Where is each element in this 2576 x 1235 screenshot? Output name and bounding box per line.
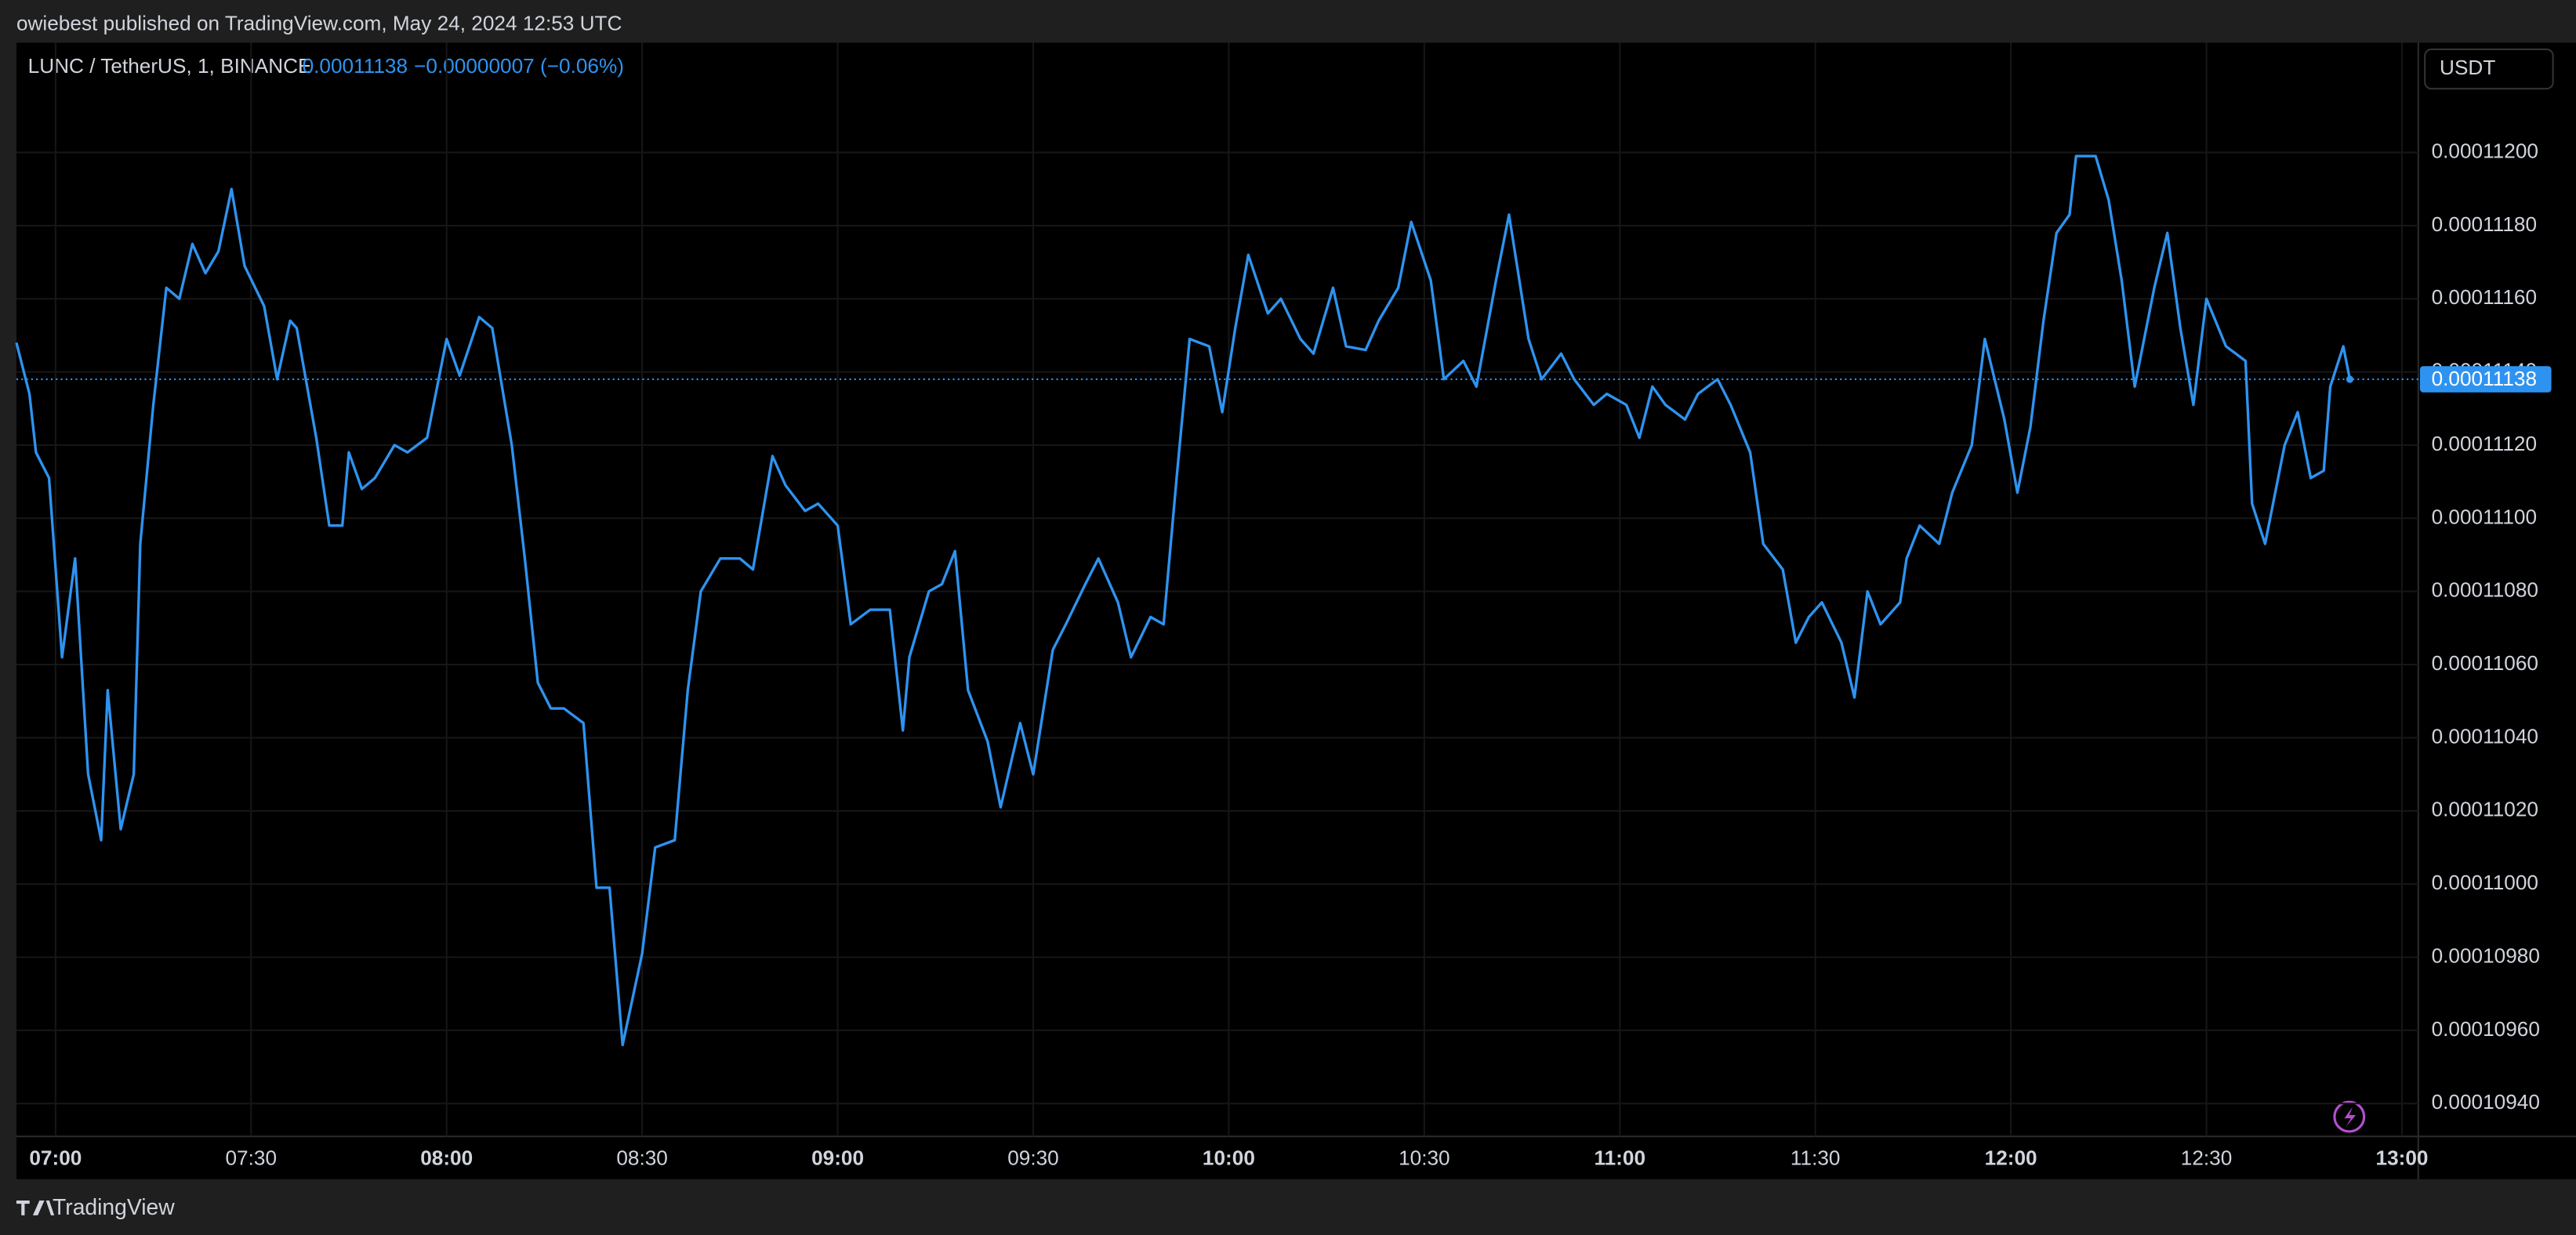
y-tick-label: 0.00011060	[2432, 651, 2538, 675]
x-tick-label: 12:30	[2181, 1146, 2233, 1169]
y-tick-label: 0.00010960	[2432, 1017, 2540, 1041]
publisher: owiebest published on TradingView.com, M…	[16, 11, 622, 34]
currency-button[interactable]	[2424, 48, 2554, 90]
symbol: LUNC / TetherUS, 1, BINANCE	[28, 54, 312, 78]
x-tick-label: 11:00	[1595, 1146, 1646, 1169]
chart-area	[16, 42, 2576, 1179]
x-tick-label: 07:00	[29, 1146, 82, 1169]
x-tick-label: 07:30	[225, 1146, 277, 1169]
logo	[16, 1200, 55, 1215]
price-line	[15, 154, 2352, 1047]
y-tick-label: 0.00011040	[2432, 724, 2538, 748]
currency[interactable]: USDT	[2440, 56, 2495, 79]
x-tick-label: 09:30	[1007, 1146, 1059, 1169]
x-tick-label: 08:30	[616, 1146, 668, 1169]
plot: 0.00010940 0.00010960 0.00010980 0.00011000…	[15, 42, 2552, 1169]
y-tick-label: 0.00011000	[2432, 871, 2538, 894]
price-label-box	[2419, 366, 2552, 393]
brand: TradingView	[53, 1194, 175, 1219]
y-tick-label: 0.00011120	[2432, 432, 2537, 455]
y-tick-label: 0.00011020	[2432, 798, 2538, 821]
y-tick-label: 0.00010940	[2432, 1090, 2540, 1114]
y-tick-label: 0.00011080	[2432, 578, 2538, 602]
y-tick-label: 0.00011200	[2432, 139, 2538, 162]
y-tick-label: 0.00011100	[2432, 505, 2537, 528]
x-tick-label: 10:30	[1399, 1146, 1450, 1169]
price-label: 0.00011138	[2432, 367, 2537, 390]
x-tick-label: 12:00	[1985, 1146, 2037, 1169]
x-tick-label: 13:00	[2376, 1146, 2429, 1169]
flash-glyph	[2344, 1106, 2356, 1127]
x-tick-label: 09:00	[811, 1146, 864, 1169]
x-tick-label: 11:30	[1791, 1146, 1841, 1169]
x-tick-label: 10:00	[1203, 1146, 1255, 1169]
price-change: −0.00000007 (−0.06%)	[414, 54, 624, 78]
y-tick-label: 0.00011180	[2432, 212, 2537, 236]
y-tick-label: 0.00011160	[2432, 285, 2537, 309]
y-tick-label: 0.00010980	[2432, 943, 2540, 967]
last-point	[2346, 375, 2354, 383]
last-price: 0.00011138	[303, 54, 408, 78]
x-tick-label: 08:00	[420, 1146, 473, 1169]
flash-icon[interactable]	[2333, 1100, 2366, 1133]
